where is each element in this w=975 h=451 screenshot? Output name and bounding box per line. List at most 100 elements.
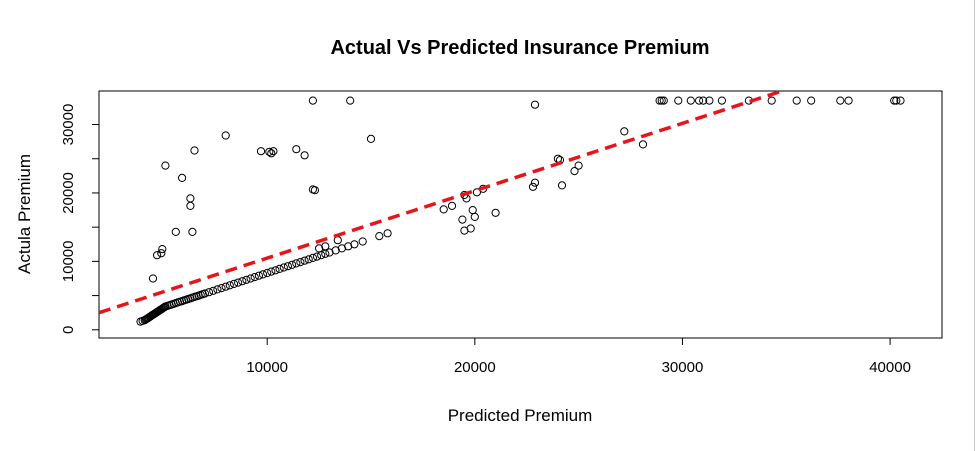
data-point (300, 151, 309, 160)
data-point (321, 242, 330, 251)
data-point (439, 205, 448, 214)
data-point (300, 256, 309, 265)
data-point (638, 140, 648, 149)
data-point (204, 288, 214, 297)
reference-line (99, 91, 785, 315)
data-point (308, 253, 317, 262)
data-point (234, 278, 243, 287)
data-point (254, 271, 263, 280)
data-point (161, 161, 170, 170)
data-point (699, 96, 708, 105)
data-point (447, 201, 457, 210)
data-point (375, 232, 384, 241)
data-point (890, 96, 899, 105)
data-point (655, 96, 664, 105)
data-point (346, 96, 355, 105)
x-tick-label: 40000 (869, 359, 911, 376)
data-point (221, 282, 230, 291)
data-point (695, 96, 704, 105)
data-point (229, 279, 239, 288)
data-point (470, 212, 479, 221)
data-point (171, 227, 180, 236)
x-tick-label: 20000 (454, 359, 496, 376)
data-point (312, 252, 322, 261)
data-point (209, 286, 218, 295)
data-point (256, 147, 266, 156)
data-point (258, 270, 268, 279)
y-tick-label: 0 (60, 326, 77, 334)
data-point (844, 96, 853, 105)
data-point (267, 267, 276, 276)
data-point (242, 275, 251, 284)
data-point (807, 96, 816, 105)
data-point (466, 224, 475, 233)
x-axis-label: Predicted Premium (448, 406, 593, 425)
data-point (836, 96, 845, 105)
data-point (308, 96, 317, 105)
chart-title: Actual Vs Predicted Insurance Premium (330, 37, 709, 59)
data-point (530, 100, 540, 109)
data-point (283, 262, 292, 271)
data-point (366, 134, 376, 143)
data-point (792, 96, 801, 105)
data-point (528, 182, 538, 191)
data-point (246, 274, 255, 283)
data-point (896, 96, 905, 105)
data-point (157, 249, 166, 258)
data-point (153, 251, 162, 260)
data-point (186, 201, 195, 210)
data-point (458, 215, 467, 224)
data-point (292, 145, 301, 154)
data-point (275, 264, 284, 273)
data-point (674, 96, 683, 105)
x-tick-label: 30000 (662, 359, 704, 376)
data-point (188, 227, 197, 236)
data-point (317, 251, 326, 260)
data-point (288, 260, 297, 269)
x-tick-label: 10000 (246, 359, 288, 376)
data-point (265, 147, 274, 156)
data-point (358, 237, 367, 246)
data-point (659, 96, 668, 105)
data-point (620, 127, 629, 136)
data-point (296, 258, 305, 267)
data-point (190, 146, 199, 155)
data-point (221, 131, 230, 140)
data-point (574, 161, 583, 170)
data-point (717, 96, 727, 105)
data-point (892, 96, 901, 105)
plot-area: 10000 20000 30000 40000 0 10000 20000 30000 (60, 90, 943, 376)
y-tick-label: 10000 (60, 241, 77, 283)
data-point (148, 274, 158, 283)
data-point (267, 149, 276, 158)
data-point (557, 181, 567, 190)
data-point (657, 96, 666, 105)
data-point (271, 266, 280, 275)
data-point (158, 245, 167, 254)
data-point (238, 277, 247, 286)
data-point (705, 96, 714, 105)
data-point (279, 263, 288, 272)
data-point (686, 96, 695, 105)
data-point (186, 194, 195, 203)
plot-frame (98, 90, 943, 339)
data-point (472, 188, 481, 197)
y-tick-label: 20000 (60, 172, 77, 214)
data-point (213, 285, 222, 294)
y-axis-label: Actula Premium (15, 154, 34, 274)
data-point (570, 167, 579, 176)
data-point (269, 147, 278, 156)
data-point (767, 96, 776, 105)
data-point (250, 273, 259, 282)
data-point (350, 240, 359, 249)
y-tick-label: 30000 (60, 104, 77, 146)
data-point (263, 268, 272, 278)
data-point (217, 284, 226, 293)
data-point (321, 249, 330, 258)
data-point (200, 289, 209, 298)
data-point (383, 229, 392, 238)
data-point (178, 173, 187, 182)
data-point (468, 206, 477, 215)
